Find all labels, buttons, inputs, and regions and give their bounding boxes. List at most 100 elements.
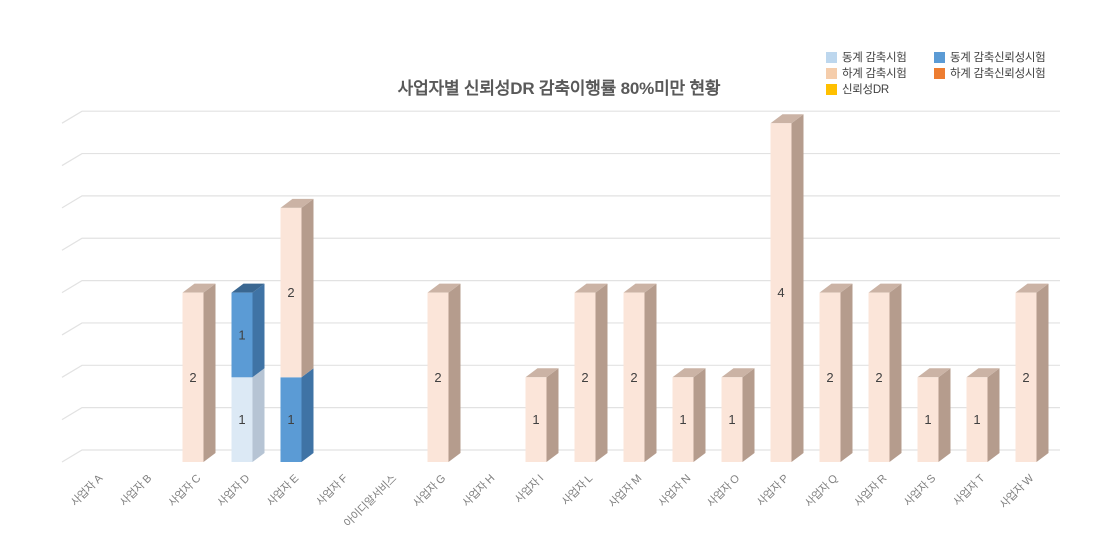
bar-value-label: 2 <box>581 370 588 385</box>
bar-value-label: 1 <box>728 412 735 427</box>
x-axis-label: 사업자 M <box>606 472 644 510</box>
x-axis-label: 사업자 W <box>997 471 1037 511</box>
bar-top-face <box>574 283 608 293</box>
legend-item[interactable]: 동계 감축신뢰성시험 <box>934 50 1046 64</box>
bar-segment[interactable] <box>525 377 547 462</box>
bar-side-face <box>889 283 902 462</box>
legend-item[interactable]: 하계 감축신뢰성시험 <box>934 66 1046 80</box>
legend-label: 신뢰성DR <box>842 84 889 96</box>
x-axis-label: 사업자 B <box>117 472 154 509</box>
legend-item[interactable]: 하계 감축시험 <box>826 66 934 80</box>
grid-line <box>61 322 1060 336</box>
legend-label: 하계 감축시험 <box>842 68 907 80</box>
bar-value-label: 1 <box>924 412 931 427</box>
bar-top-face <box>770 114 804 124</box>
bar-segment[interactable] <box>280 377 302 462</box>
bar-segment[interactable] <box>819 292 841 462</box>
legend-row: 동계 감축시험 동계 감축신뢰성시험 <box>826 50 1046 64</box>
bar-side-face <box>840 283 853 462</box>
bar-segment[interactable] <box>231 377 253 462</box>
legend-label: 동계 감축신뢰성시험 <box>950 52 1046 64</box>
bar-side-face <box>1036 283 1049 462</box>
bar-top-face <box>868 283 902 293</box>
bar-top-face <box>280 198 314 208</box>
legend-label: 하계 감축신뢰성시험 <box>950 68 1046 80</box>
bar-side-face <box>252 283 265 378</box>
bar-side-face <box>791 114 804 462</box>
bar-segment[interactable] <box>917 377 939 462</box>
bar-side-face <box>448 283 461 462</box>
bar-segment[interactable] <box>868 292 890 462</box>
bar-value-label: 1 <box>238 327 245 342</box>
bar-top-face <box>966 368 1000 378</box>
bar-segment[interactable] <box>1015 292 1037 462</box>
bar-segment[interactable] <box>721 377 743 462</box>
bar-value-label: 2 <box>875 370 882 385</box>
bar-side-face <box>644 283 657 462</box>
legend-swatch-icon <box>826 83 837 95</box>
x-axis-label: 사업자 C <box>166 472 204 510</box>
bar-value-label: 2 <box>1022 370 1029 385</box>
bar-value-label: 1 <box>973 412 980 427</box>
bar-top-face <box>819 283 853 293</box>
bar-value-label: 2 <box>826 370 833 385</box>
x-axis-label: 아이디알서비스 <box>341 471 400 530</box>
bar-value-label: 2 <box>287 285 294 300</box>
grid-line <box>61 237 1060 251</box>
legend-item[interactable]: 신뢰성DR <box>826 82 934 96</box>
bar-segment[interactable] <box>623 292 645 462</box>
bar-side-face <box>987 368 1000 462</box>
bar-top-face <box>672 368 706 378</box>
x-axis-label: 사업자 G <box>410 472 448 510</box>
bar-value-label: 1 <box>679 412 686 427</box>
bar-top-face <box>721 368 755 378</box>
x-axis-label: 사업자 F <box>314 472 351 509</box>
bar-value-label: 1 <box>532 412 539 427</box>
x-axis-label: 사업자 S <box>901 472 938 509</box>
legend-item[interactable]: 동계 감축시험 <box>826 50 934 64</box>
bar-segment[interactable] <box>182 292 204 462</box>
x-axis-label: 사업자 R <box>852 472 890 510</box>
bar-value-label: 1 <box>287 412 294 427</box>
x-axis-label: 사업자 O <box>704 471 742 509</box>
bar-segment[interactable] <box>672 377 694 462</box>
bar-side-face <box>693 368 706 462</box>
bar-value-label: 1 <box>238 412 245 427</box>
x-axis-label: 사업자 H <box>460 472 498 510</box>
x-axis-label: 사업자 T <box>951 472 988 509</box>
x-axis-label: 사업자 I <box>512 472 546 506</box>
legend-swatch-icon <box>826 51 837 63</box>
bar-side-face <box>301 368 314 462</box>
bar-segment[interactable] <box>574 292 596 462</box>
x-axis-label: 사업자 P <box>754 472 791 509</box>
bar-side-face <box>546 368 559 462</box>
legend-label: 동계 감축시험 <box>842 52 907 64</box>
chart-title: 사업자별 신뢰성DR 감축이행률 80%미만 현황 <box>397 79 721 98</box>
x-axis-label: 사업자 D <box>215 472 253 510</box>
bar-value-label: 2 <box>630 370 637 385</box>
bar-segment[interactable] <box>280 207 302 378</box>
bar-segment[interactable] <box>231 292 253 378</box>
bar-side-face <box>595 283 608 462</box>
bar-top-face <box>1015 283 1049 293</box>
legend-row: 하계 감축시험 하계 감축신뢰성시험 <box>826 66 1046 80</box>
bar-top-face <box>525 368 559 378</box>
x-axis-label: 사업자 Q <box>802 471 840 509</box>
bar-segment[interactable] <box>427 292 449 462</box>
bar-top-face <box>427 283 461 293</box>
x-axis-label: 사업자 L <box>559 472 595 508</box>
bar-segment[interactable] <box>966 377 988 462</box>
grid-line <box>61 110 1060 124</box>
bar-side-face <box>252 368 265 462</box>
bar-side-face <box>742 368 755 462</box>
grid-line <box>61 280 1060 294</box>
bar-side-face <box>203 283 216 462</box>
bar-top-face <box>182 283 216 293</box>
bar-segment[interactable] <box>770 123 792 462</box>
bar-top-face <box>623 283 657 293</box>
x-axis-label: 사업자 A <box>68 471 106 509</box>
grid-line <box>61 364 1060 378</box>
legend-row: 신뢰성DR <box>826 82 1045 96</box>
